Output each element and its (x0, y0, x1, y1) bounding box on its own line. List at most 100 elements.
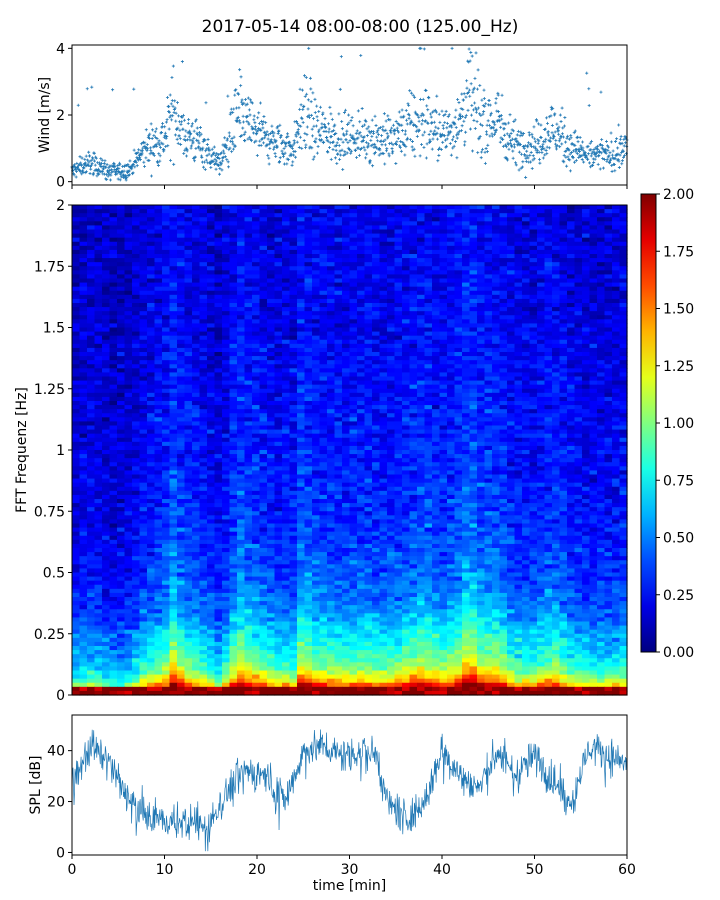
spectrogram-cell (192, 352, 201, 357)
spectrogram-cell (132, 372, 141, 378)
spectrogram-cell (109, 286, 118, 292)
spectrogram-cell (409, 258, 418, 263)
spectrogram-cell (364, 290, 373, 296)
spectrogram-cell (462, 347, 471, 353)
spectrogram-cell (72, 343, 81, 349)
spectrogram-cell (267, 245, 276, 251)
spectrogram-cell (282, 205, 291, 210)
spectrogram-cell (252, 274, 261, 280)
spectrogram-cell (199, 368, 208, 374)
spectrogram-cell (387, 343, 396, 349)
spectrogram-cell (597, 331, 606, 337)
wind-point (212, 151, 216, 155)
spectrogram-cell (567, 278, 576, 284)
spectrogram-cell (154, 229, 163, 235)
spectrogram-cell (267, 241, 276, 247)
spectrogram-cell (192, 249, 201, 255)
spectrogram-cell (387, 217, 396, 222)
spectrogram-cell (552, 372, 561, 378)
spectrogram-cell (109, 315, 118, 320)
spectrogram-cell (357, 384, 366, 390)
wind-point (113, 165, 117, 169)
spectrogram-cell (289, 380, 298, 386)
spectrogram-cell (342, 323, 351, 329)
spectrogram-cell (147, 282, 156, 288)
spectrogram-cell (342, 356, 351, 361)
spectrogram-cell (207, 258, 216, 263)
spectrogram-cell (72, 368, 81, 374)
spectrogram-cell (604, 266, 613, 271)
spectrogram-cell (552, 339, 561, 345)
spectrogram-cell (237, 311, 246, 316)
spectrogram-cell (589, 384, 598, 390)
spectrogram-cell (87, 205, 96, 210)
spectrogram-cell (537, 327, 546, 333)
spectrogram-cell (274, 282, 283, 288)
spectrogram-cell (102, 233, 111, 239)
spectrogram-cell (409, 368, 418, 374)
spectrogram-cell (447, 290, 456, 296)
spectrogram-cell (484, 225, 493, 231)
spectrogram-cell (612, 380, 621, 386)
spectrogram-cell (387, 347, 396, 353)
spectrogram-cell (574, 237, 583, 243)
spectrogram-cell (402, 237, 411, 243)
spectrogram-cell (162, 303, 171, 308)
spectrogram-cell (447, 368, 456, 374)
spectrogram-cell (484, 249, 493, 255)
spectrogram-cell (87, 262, 96, 267)
spectrogram-cell (544, 356, 553, 361)
spectrogram-cell (132, 339, 141, 345)
wind-point (130, 164, 134, 168)
spectrogram-cell (544, 335, 553, 341)
spectrogram-cell (237, 237, 246, 243)
spectrogram-cell (109, 368, 118, 374)
spectrogram-cell (244, 376, 253, 382)
spectrogram-cell (492, 270, 501, 276)
wind-point (247, 122, 251, 126)
spectrogram-cell (439, 352, 448, 357)
spectrogram-cell (514, 380, 523, 386)
spectrogram-cell (544, 225, 553, 231)
spectrogram-cell (117, 286, 126, 292)
spectrogram-cell (139, 380, 148, 386)
spectrogram-cell (402, 307, 411, 312)
spectrogram-cell (169, 323, 178, 329)
spectrogram-cell (522, 290, 531, 296)
spectrogram-cell (552, 282, 561, 288)
wind-point (128, 173, 132, 177)
spectrogram-cell (252, 331, 261, 337)
wind-point (252, 118, 256, 122)
spectrogram-cell (514, 376, 523, 382)
spectrogram-cell (454, 217, 463, 222)
spectrogram-cell (604, 294, 613, 300)
spectrogram-cell (514, 315, 523, 320)
spectrogram-cell (432, 258, 441, 263)
spectrogram-cell (349, 213, 358, 218)
spectrogram-cell (409, 380, 418, 386)
spectrogram-cell (529, 327, 538, 333)
spectrogram-cell (312, 319, 321, 325)
spectrogram-cell (604, 229, 613, 235)
spectrogram-cell (102, 290, 111, 296)
spectrogram-cell (334, 241, 343, 247)
spectrogram-cell (529, 258, 538, 263)
spectrogram-cell (252, 339, 261, 345)
spectrogram-cell (462, 368, 471, 374)
spectrogram-cell (544, 307, 553, 312)
spectrogram-cell (432, 209, 441, 214)
spectrogram-cell (244, 266, 253, 271)
spectrogram-cell (552, 213, 561, 218)
spectrogram-cell (469, 356, 478, 361)
spectrogram-cell (529, 282, 538, 288)
spectrogram-cell (514, 323, 523, 329)
spectrogram-cell (154, 303, 163, 308)
spectrogram-cell (102, 307, 111, 312)
spectrogram-cell (574, 286, 583, 292)
spectrogram-cell (409, 360, 418, 365)
spectrogram-cell (289, 245, 298, 251)
spectrogram-cell (424, 319, 433, 325)
spectrogram-cell (454, 331, 463, 337)
spectrogram-cell (484, 221, 493, 227)
spectrogram-cell (289, 356, 298, 361)
